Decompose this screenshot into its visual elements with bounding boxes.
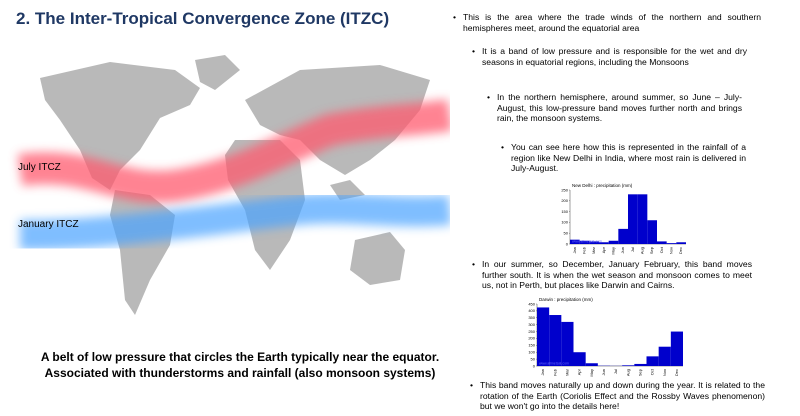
bar [622,365,635,366]
bar [589,241,599,244]
y-tick-label: 0 [533,363,536,368]
bar [666,243,677,244]
x-tick-label: Jul [630,247,635,252]
bar [599,242,609,244]
x-tick-label: Jan [572,247,577,253]
x-tick-label: Oct [650,368,655,375]
y-tick-label: 200 [561,198,568,203]
x-tick-label: Sep [649,246,654,254]
x-tick-label: Dec [674,369,679,376]
map-label: July ITCZ [18,162,61,173]
bar [537,307,550,366]
bar [549,315,562,366]
x-tick-label: Sep [637,368,642,376]
y-tick-label: 0 [566,241,569,246]
bar [670,331,683,366]
bar [585,363,598,366]
x-tick-label: Feb [582,246,587,254]
y-tick-label: 50 [531,356,536,361]
x-tick-label: Jun [620,247,625,253]
bullet: You can see here how this is represented… [501,142,746,174]
x-tick-label: Apr [601,246,606,253]
bar [570,239,580,244]
y-tick-label: 150 [561,209,568,214]
bullet: In our summer, so December, January Febr… [472,259,752,291]
bar [579,240,590,244]
y-tick-label: 450 [528,301,535,306]
bar [561,321,574,366]
caption: A belt of low pressure that circles the … [41,350,439,364]
y-tick-label: 100 [561,220,568,225]
bullet: This band moves naturally up and down du… [470,380,765,412]
july-band [17,99,450,203]
bar [637,194,648,244]
bar [657,241,667,244]
bar [646,356,659,366]
bar [628,194,638,244]
bar [634,363,647,366]
bar [676,242,686,244]
y-tick-label: 200 [528,336,535,341]
y-tick-label: 150 [528,343,535,348]
y-tick-label: 250 [528,329,535,334]
y-tick-label: 400 [528,308,535,313]
y-tick-label: 250 [561,187,568,192]
x-tick-label: Nov [662,369,667,376]
bar [647,220,657,244]
x-tick-label: Jan [540,369,545,375]
x-tick-label: May [611,247,616,255]
source: www.allmetsat.com [539,362,569,366]
x-tick-label: May [589,369,594,377]
january-band [19,193,450,250]
bar [658,346,671,366]
x-tick-label: Jun [601,369,606,375]
x-tick-label: Aug [640,247,645,254]
y-tick-label: 350 [528,315,535,320]
x-tick-label: Jul [613,369,618,374]
bar [573,352,586,366]
y-tick-label: 300 [528,322,535,327]
bullet: It is a band of low pressure and is resp… [472,46,747,67]
x-tick-label: Nov [669,247,674,254]
chart-title: New Delhi : precipitation (mm) [572,183,633,188]
chart-title: Darwin : precipitation (mm) [539,297,593,302]
slide-title: 2. The Inter-Tropical Convergence Zone (… [16,9,389,28]
chart: New Delhi : precipitation (mm) 0 50 100 150 2… [561,183,686,255]
y-tick-label: 100 [528,350,535,355]
caption: Associated with thunderstorms and rainfa… [45,366,436,380]
bar [618,228,628,244]
bar [608,240,619,244]
y-tick-label: 50 [564,231,569,236]
x-tick-label: Feb [552,368,557,376]
bullet: In the northern hemisphere, around summe… [487,92,742,124]
x-tick-label: Oct [659,246,664,253]
x-tick-label: Apr [577,368,582,375]
bullet: This is the area where the trade winds o… [453,12,761,33]
x-tick-label: Mar [591,246,596,254]
map: 2. The Inter-Tropical Convergence Zone (… [16,9,450,380]
source: www.allmetsat.com [572,240,602,244]
x-tick-label: Aug [625,369,630,376]
map-label: January ITCZ [18,219,79,230]
x-tick-label: Mar [564,368,569,376]
x-tick-label: Dec [678,247,683,254]
